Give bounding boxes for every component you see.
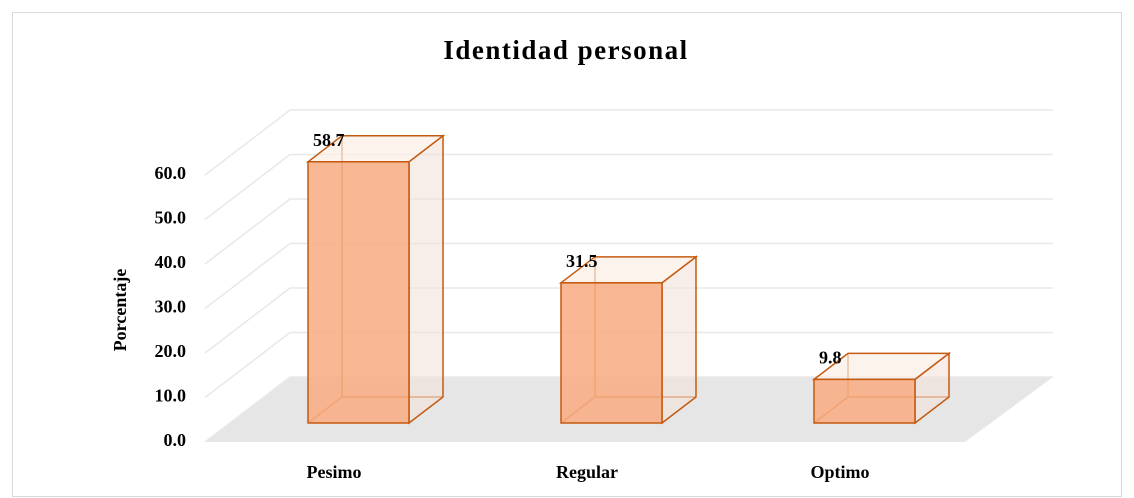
value-label: 58.7 bbox=[313, 130, 345, 150]
y-tick-label: 60.0 bbox=[155, 163, 187, 183]
grid-line bbox=[204, 153, 291, 221]
grid-line bbox=[204, 109, 291, 176]
bar bbox=[813, 378, 916, 424]
x-tick-label: Regular bbox=[556, 462, 618, 482]
grid-line bbox=[204, 242, 291, 310]
y-axis-label: Porcentaje bbox=[110, 269, 130, 352]
grid-line bbox=[204, 376, 291, 443]
bar bbox=[560, 282, 663, 424]
grid-line bbox=[204, 287, 291, 354]
x-tick-label: Pesimo bbox=[307, 462, 362, 482]
value-label: 31.5 bbox=[566, 251, 598, 271]
bar-side bbox=[408, 134, 444, 425]
y-tick-label: 50.0 bbox=[155, 208, 187, 228]
y-tick-label: 20.0 bbox=[155, 341, 187, 361]
x-tick-label: Optimo bbox=[810, 462, 869, 482]
y-tick-label: 10.0 bbox=[155, 386, 187, 406]
y-tick-label: 40.0 bbox=[155, 252, 187, 272]
chart-title: Identidad personal bbox=[443, 35, 688, 65]
bar-side bbox=[661, 255, 697, 425]
bar bbox=[307, 161, 410, 424]
y-tick-label: 30.0 bbox=[155, 297, 187, 317]
y-tick-label: 0.0 bbox=[164, 430, 187, 450]
grid-line bbox=[204, 198, 291, 265]
grid-line bbox=[204, 331, 291, 399]
value-label: 9.8 bbox=[819, 348, 842, 368]
